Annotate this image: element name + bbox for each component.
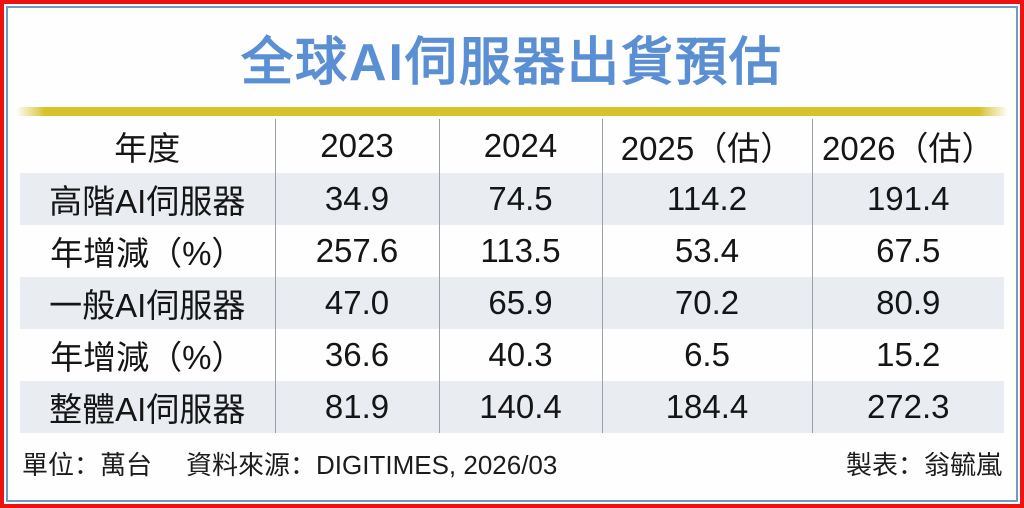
table-cell: 53.4 — [601, 225, 812, 277]
table-cell: 113.5 — [438, 225, 602, 277]
header-cell-2023: 2023 — [274, 119, 439, 173]
forecast-table: 年度 2023 2024 2025（估） 2026（估） 高階AI伺服器 34.… — [20, 119, 1004, 433]
table-row-overall: 整體AI伺服器 81.9 140.4 184.4 272.3 — [20, 381, 1004, 433]
table-header-row: 年度 2023 2024 2025（估） 2026（估） — [20, 119, 1004, 173]
row-label: 年增減（%） — [50, 235, 245, 272]
row-label: 高階AI伺服器 — [20, 173, 275, 225]
header-cell-2025: 2025（估） — [601, 119, 812, 173]
table-row-general: 一般AI伺服器 47.0 65.9 70.2 80.9 — [20, 277, 1004, 329]
table-cell: 65.9 — [438, 277, 602, 329]
table-cell: 15.2 — [811, 329, 1004, 381]
header-cell-2024: 2024 — [438, 119, 602, 173]
table-cell: 47.0 — [274, 277, 439, 329]
row-label: 年增減（%） — [50, 339, 245, 376]
table-cell: 272.3 — [811, 381, 1004, 433]
table-cell: 70.2 — [601, 277, 812, 329]
table-cell: 81.9 — [274, 381, 439, 433]
table-cell: 140.4 — [438, 381, 602, 433]
gold-divider-bar — [16, 107, 1008, 116]
table-row-yoy-general: 年增減（%） 36.6 40.3 6.5 15.2 — [20, 329, 1004, 381]
inner-blue-border: 全球AI伺服器出貨預估 年度 2023 2024 2025（估） 2026（估）… — [6, 6, 1018, 502]
row-label: 一般AI伺服器 — [20, 277, 275, 329]
table-cell: 34.9 — [274, 173, 439, 225]
table-cell: 114.2 — [601, 173, 812, 225]
header-cell-2026: 2026（估） — [811, 119, 1004, 173]
table-cell: 184.4 — [601, 381, 812, 433]
table-cell: 67.5 — [811, 225, 1004, 277]
table-cell: 191.4 — [811, 173, 1004, 225]
footer-left: 單位：萬台 資料來源：DIGITIMES, 2026/03 — [22, 445, 557, 482]
table-row-yoy-highend: 年增減（%） 257.6 113.5 53.4 67.5 — [20, 225, 1004, 277]
source-note: 資料來源：DIGITIMES, 2026/03 — [186, 450, 558, 480]
table-cell: 6.5 — [601, 329, 812, 381]
table-cell: 36.6 — [274, 329, 439, 381]
table-cell: 80.9 — [811, 277, 1004, 329]
table-cell: 40.3 — [438, 329, 602, 381]
title-area: 全球AI伺服器出貨預估 — [8, 8, 1016, 107]
table-cell: 74.5 — [438, 173, 602, 225]
footer: 單位：萬台 資料來源：DIGITIMES, 2026/03 製表：翁毓嵐 — [8, 433, 1016, 482]
unit-note: 單位：萬台 — [22, 450, 153, 480]
credit-note: 製表：翁毓嵐 — [845, 450, 1002, 480]
page-title: 全球AI伺服器出貨預估 — [240, 34, 783, 92]
header-cell-year: 年度 — [114, 130, 181, 167]
table-cell: 257.6 — [274, 225, 439, 277]
table-row-highend: 高階AI伺服器 34.9 74.5 114.2 191.4 — [20, 173, 1004, 225]
row-label: 整體AI伺服器 — [20, 381, 275, 433]
